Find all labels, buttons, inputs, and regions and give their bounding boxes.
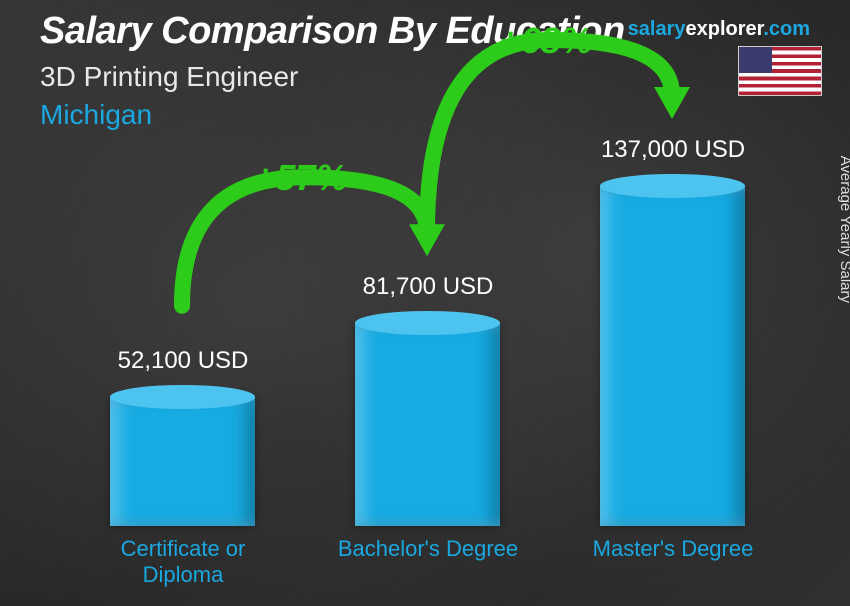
brand-suffix: .com xyxy=(763,18,810,40)
flag-icon xyxy=(738,46,822,96)
delta-arrow xyxy=(80,150,780,490)
brand-part1: salary xyxy=(628,18,686,40)
bar-label: Bachelor's Degree xyxy=(328,536,528,562)
page-location: Michigan xyxy=(40,99,810,131)
y-axis-label: Average Yearly Salary xyxy=(837,156,850,303)
bar-chart: 52,100 USDCertificate or Diploma81,700 U… xyxy=(80,150,770,526)
page-subtitle: 3D Printing Engineer xyxy=(40,61,810,93)
bar-label: Certificate or Diploma xyxy=(83,536,283,589)
brand-logo: salaryexplorer.com xyxy=(628,18,810,41)
delta-label: +68% xyxy=(500,20,593,62)
brand-part2: explorer xyxy=(685,18,763,40)
bar-label: Master's Degree xyxy=(573,536,773,562)
